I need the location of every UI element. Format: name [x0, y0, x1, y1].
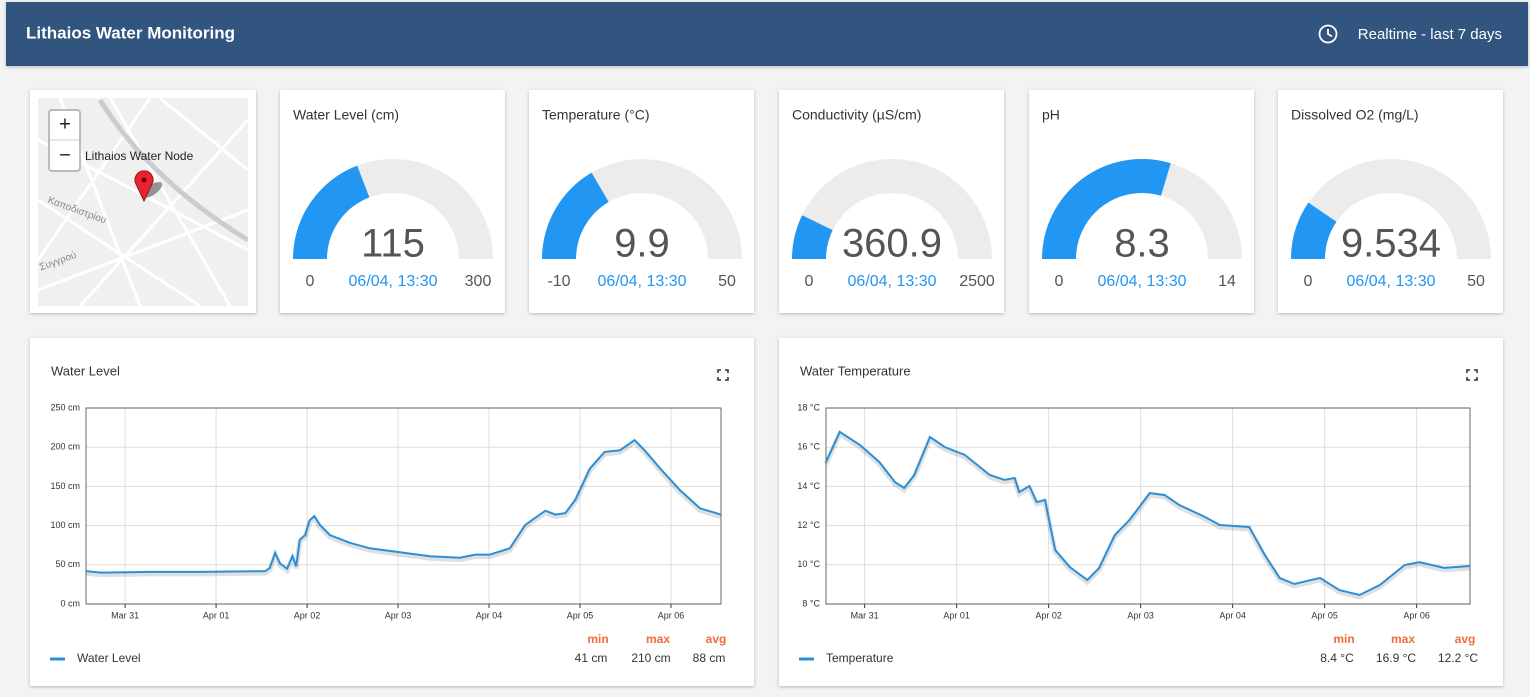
x-tick-label: Apr 03 — [385, 610, 412, 620]
gauge-max: 50 — [718, 273, 736, 290]
y-tick-label: 200 cm — [50, 442, 80, 452]
stat-header: avg — [1455, 632, 1476, 646]
x-tick-label: Apr 04 — [476, 610, 503, 620]
gauge-track — [1291, 158, 1491, 259]
zoom-control — [48, 109, 81, 172]
gauge-min: 0 — [1304, 273, 1313, 290]
y-tick-label: 14 °C — [797, 481, 820, 491]
map-marker[interactable] — [134, 170, 165, 203]
stat-value: 210 cm — [631, 651, 670, 665]
y-tick-label: 18 °C — [797, 402, 820, 412]
time-range[interactable]: Realtime - last 7 days — [1358, 26, 1502, 43]
x-tick-label: Apr 05 — [567, 610, 594, 620]
stat-value: 16.9 °C — [1376, 651, 1416, 665]
gauge-fill — [293, 165, 370, 259]
x-tick-label: Apr 03 — [1127, 610, 1154, 620]
zoom-in[interactable]: + — [59, 113, 71, 135]
gauge-value: 360.9 — [842, 222, 942, 266]
y-tick-label: 16 °C — [797, 442, 820, 452]
y-tick-label: 12 °C — [797, 520, 820, 530]
x-tick-label: Apr 02 — [1035, 610, 1062, 620]
y-tick-label: 100 cm — [50, 520, 80, 530]
stat-value: 8.4 °C — [1320, 651, 1354, 665]
gauge-max: 300 — [465, 273, 492, 290]
gauge-min: 0 — [1055, 273, 1064, 290]
gauge-title: Water Level (cm) — [293, 107, 399, 123]
y-tick-label: 250 cm — [50, 402, 80, 412]
chart-title: Water Temperature — [800, 363, 911, 378]
zoom-out[interactable]: − — [59, 144, 71, 166]
gauge-value: 8.3 — [1114, 222, 1170, 266]
stat-header: max — [646, 632, 670, 646]
legend-label: Water Level — [77, 651, 141, 665]
stat-header: min — [587, 632, 608, 646]
gauge-value: 9.9 — [614, 222, 670, 266]
x-tick-label: Mar 31 — [111, 610, 139, 620]
gauge-fill — [1042, 158, 1171, 259]
x-tick-label: Apr 06 — [658, 610, 685, 620]
gauge-max: 2500 — [959, 273, 995, 290]
gauge-time: 06/04, 13:30 — [1098, 273, 1187, 290]
stat-value: 88 cm — [693, 651, 726, 665]
clock-icon — [1318, 24, 1338, 44]
gauge-title: Temperature (°C) — [542, 107, 650, 123]
stat-header: avg — [706, 632, 727, 646]
gauge-min: 0 — [306, 273, 315, 290]
chart-card — [30, 338, 754, 686]
chart-title: Water Level — [51, 363, 120, 378]
plot-frame — [825, 407, 1471, 605]
y-tick-label: 0 cm — [60, 598, 80, 608]
y-tick-label: 150 cm — [50, 481, 80, 491]
gauge-title: Conductivity (µS/cm) — [792, 107, 921, 123]
x-tick-label: Apr 01 — [943, 610, 970, 620]
x-tick-label: Apr 01 — [203, 610, 230, 620]
marker-label: Lithaios Water Node — [85, 149, 194, 163]
stat-value: 12.2 °C — [1438, 651, 1478, 665]
y-tick-label: 50 cm — [55, 559, 80, 569]
y-tick-label: 10 °C — [797, 559, 820, 569]
x-tick-label: Mar 31 — [851, 610, 879, 620]
x-tick-label: Apr 05 — [1311, 610, 1338, 620]
gauge-title: pH — [1042, 107, 1060, 123]
gauge-time: 06/04, 13:30 — [848, 273, 937, 290]
header-title: Lithaios Water Monitoring — [26, 23, 235, 42]
gauge-min: 0 — [805, 273, 814, 290]
y-tick-label: 8 °C — [802, 598, 820, 608]
series-line — [85, 438, 722, 574]
x-tick-label: Apr 06 — [1403, 610, 1430, 620]
gauge-value: 115 — [361, 222, 425, 266]
gauge-min: -10 — [547, 273, 570, 290]
gauge-fill — [542, 172, 609, 259]
stat-header: max — [1391, 632, 1415, 646]
gauge-time: 06/04, 13:30 — [598, 273, 687, 290]
x-tick-label: Apr 04 — [1219, 610, 1246, 620]
gauge-title: Dissolved O2 (mg/L) — [1291, 107, 1419, 123]
gauge-time: 06/04, 13:30 — [349, 273, 438, 290]
series-line — [825, 430, 1471, 597]
gauge-value: 9.534 — [1341, 222, 1441, 266]
stat-value: 41 cm — [575, 651, 608, 665]
gauge-max: 50 — [1467, 273, 1485, 290]
gauge-track — [792, 158, 992, 259]
gauge-fill — [792, 215, 833, 259]
header-bar — [6, 2, 1528, 66]
gauge-fill — [1291, 202, 1337, 259]
gauge-time: 06/04, 13:30 — [1347, 273, 1436, 290]
legend-label: Temperature — [826, 651, 894, 665]
stat-header: min — [1333, 632, 1354, 646]
x-tick-label: Apr 02 — [294, 610, 321, 620]
expand-icon[interactable] — [1466, 369, 1478, 381]
plot-frame — [85, 407, 722, 605]
gauge-max: 14 — [1218, 273, 1236, 290]
expand-icon[interactable] — [717, 369, 729, 381]
